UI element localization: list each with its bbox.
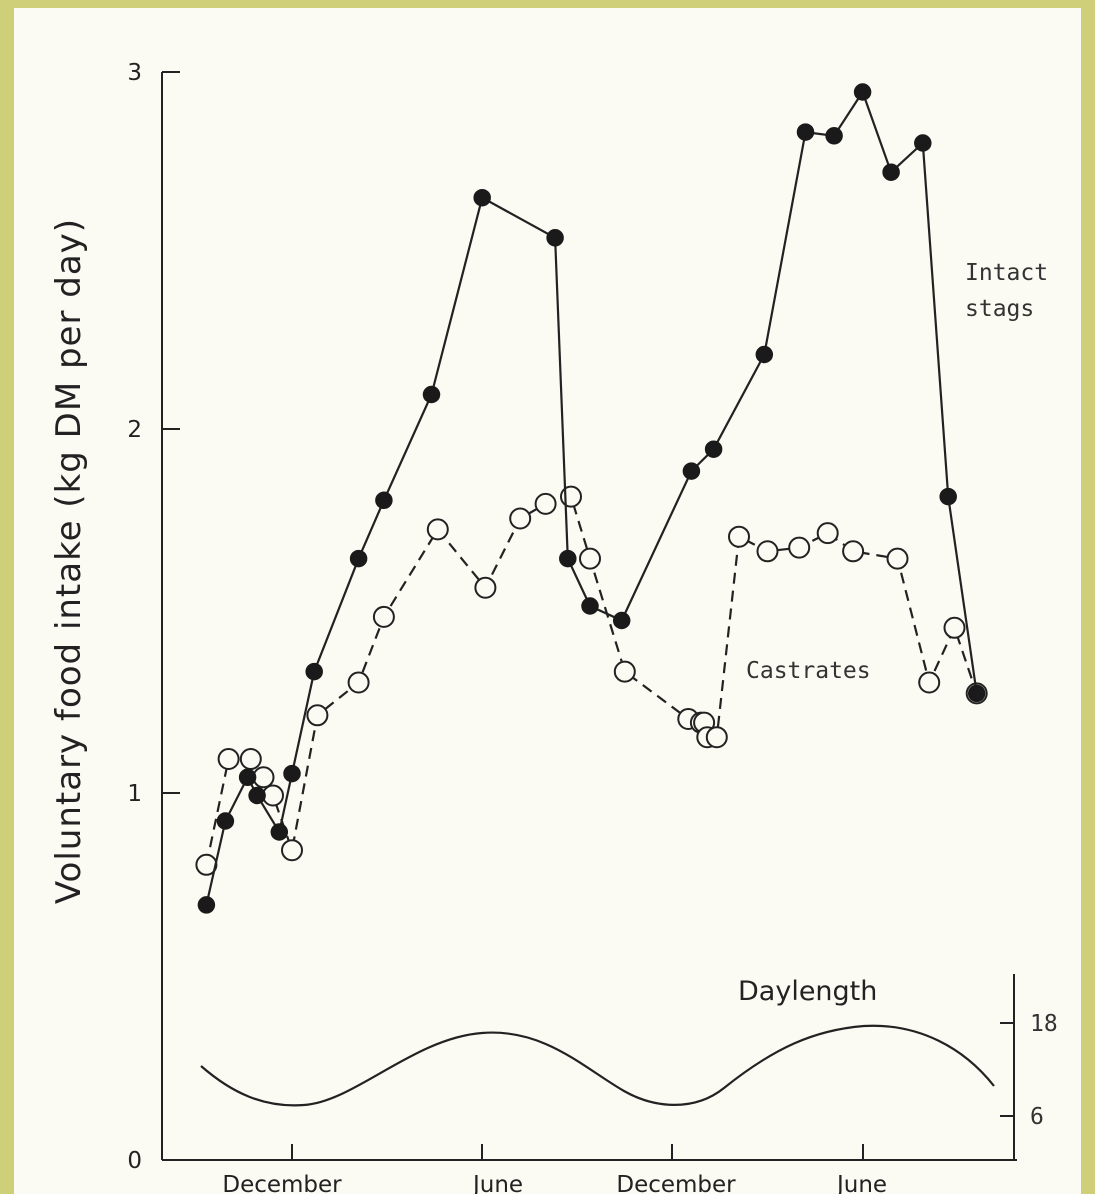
intact-stags-point-18 bbox=[796, 123, 815, 141]
y-axis-label: Voluntary food intake (kg DM per day) bbox=[49, 218, 89, 904]
y-tick-label-2: 2 bbox=[127, 417, 142, 443]
intact-stags-point-6 bbox=[305, 662, 323, 681]
daylength-label: Daylength bbox=[738, 976, 877, 1007]
castrates-point-3 bbox=[252, 766, 275, 789]
daylength-tick-label-18: 18 bbox=[1030, 1011, 1058, 1037]
castrates-point-8 bbox=[372, 605, 395, 628]
intact-stags-point-0 bbox=[197, 896, 216, 914]
food-intake-chart: 0 1 2 3 December June December June Volu… bbox=[49, 60, 1058, 1194]
castrates-point-14 bbox=[579, 547, 601, 570]
daylength-ticks: 18 6 bbox=[1000, 1011, 1058, 1130]
intact-stags-point-22 bbox=[914, 134, 932, 152]
intact-stags-label-line2: stags bbox=[965, 296, 1034, 322]
castrates-point-6 bbox=[306, 704, 329, 727]
intact-stags-point-15 bbox=[682, 462, 701, 480]
y-tick-label-1: 1 bbox=[127, 781, 142, 807]
castrates-point-22 bbox=[756, 540, 779, 563]
intact-stags-label-line1: Intact bbox=[965, 260, 1048, 286]
intact-stags-point-1 bbox=[216, 812, 235, 830]
y-ticks: 0 1 2 3 bbox=[127, 60, 180, 1174]
x-tick-label-december-2: December bbox=[616, 1172, 736, 1194]
intact-stags-point-19 bbox=[825, 127, 843, 145]
castrates-point-25 bbox=[842, 540, 865, 563]
intact-stags-series bbox=[197, 83, 986, 914]
castrates-point-20 bbox=[705, 726, 728, 749]
intact-stags-point-12 bbox=[559, 549, 577, 568]
castrates-point-1 bbox=[217, 748, 240, 770]
x-tick-label-june-2: June bbox=[835, 1172, 887, 1194]
intact-stags-point-10 bbox=[473, 188, 491, 207]
intact-stags-point-24 bbox=[967, 684, 986, 703]
intact-stags-point-4 bbox=[270, 823, 289, 841]
intact-stags-point-7 bbox=[349, 549, 368, 568]
x-tick-label-december-1: December bbox=[222, 1172, 342, 1194]
intact-stags-point-17 bbox=[755, 345, 774, 364]
intact-stags-point-11 bbox=[546, 229, 564, 247]
castrates-point-12 bbox=[534, 492, 557, 515]
intact-stags-point-21 bbox=[882, 163, 900, 181]
chart-frame: 0 1 2 3 December June December June Volu… bbox=[14, 8, 1081, 1194]
castrates-point-23 bbox=[788, 536, 811, 559]
intact-stags-point-9 bbox=[422, 385, 441, 404]
intact-stags-point-16 bbox=[704, 440, 723, 458]
intact-stags-point-3 bbox=[248, 786, 266, 805]
castrates-point-7 bbox=[347, 671, 370, 694]
castrates-point-4 bbox=[262, 784, 284, 807]
castrates-point-26 bbox=[886, 547, 909, 570]
y-tick-label-0: 0 bbox=[127, 1148, 142, 1174]
intact-stags-point-5 bbox=[283, 764, 301, 783]
intact-stags-point-13 bbox=[581, 597, 599, 615]
intact-stags-point-14 bbox=[612, 611, 631, 630]
y-tick-label-3: 3 bbox=[127, 60, 142, 86]
castrates-point-28 bbox=[943, 616, 966, 639]
castrates-point-10 bbox=[474, 576, 497, 599]
castrates-point-2 bbox=[239, 748, 262, 770]
intact-stags-point-20 bbox=[853, 83, 872, 101]
intact-stags-point-2 bbox=[238, 768, 257, 787]
castrates-point-11 bbox=[509, 507, 532, 530]
intact-stags-point-8 bbox=[375, 491, 393, 510]
castrates-point-9 bbox=[426, 518, 449, 541]
castrates-point-27 bbox=[918, 671, 941, 694]
castrates-label: Castrates bbox=[746, 658, 871, 684]
daylength-curve bbox=[200, 1024, 995, 1107]
castrates-point-5 bbox=[281, 839, 303, 862]
daylength-tick-label-6: 6 bbox=[1030, 1104, 1044, 1130]
castrates-point-15 bbox=[613, 660, 636, 683]
castrates-point-24 bbox=[816, 522, 839, 545]
intact-stags-point-23 bbox=[939, 487, 957, 506]
intact-stags-line bbox=[205, 89, 978, 906]
castrates-point-21 bbox=[728, 525, 750, 548]
x-tick-label-june-1: June bbox=[471, 1172, 523, 1194]
x-ticks: December June December June bbox=[222, 1144, 887, 1194]
